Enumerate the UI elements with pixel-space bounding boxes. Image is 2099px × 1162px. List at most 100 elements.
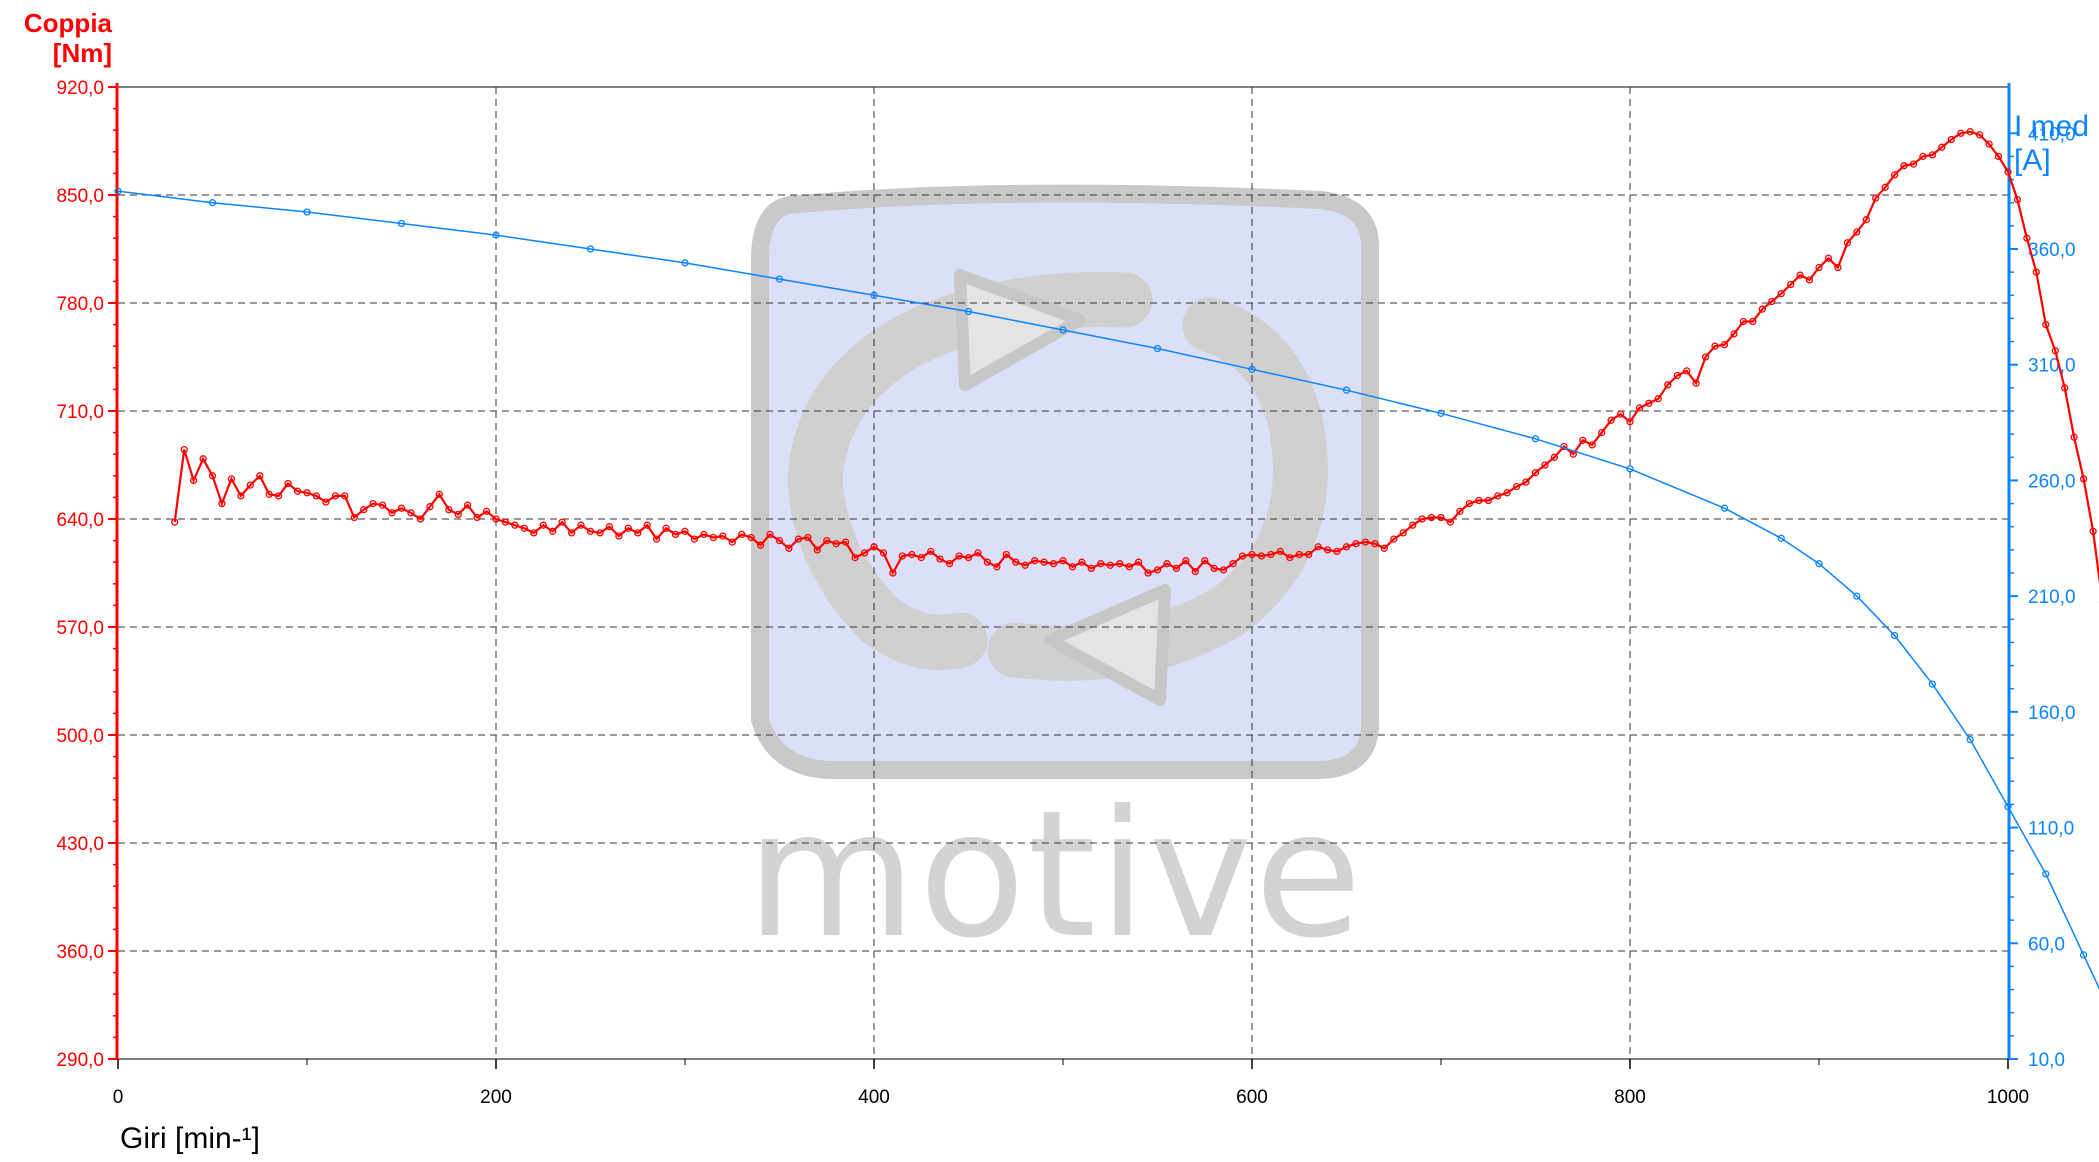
data-point-1 [1399,529,1407,537]
data-point-2 [964,307,973,316]
data-point-1 [1512,482,1521,491]
data-point-1 [1598,428,1606,437]
data-point-1 [256,472,264,480]
data-point-2 [870,291,878,299]
data-point-1 [265,490,273,498]
data-point-2 [775,275,784,283]
data-point-1 [1172,564,1181,573]
data-point-1 [1314,543,1322,551]
data-point-1 [2051,347,2059,355]
data-point-1 [974,549,982,557]
data-point-1 [1522,478,1530,486]
data-point-1 [284,479,292,488]
data-point-1 [1862,216,1870,224]
data-point-1 [1616,410,1625,418]
data-point-1 [1267,550,1275,559]
left-axis-tick-label: 290,0 [56,1050,104,1071]
data-point-1 [1352,540,1360,548]
data-point-1 [558,518,566,526]
right-axis-title-line2: [A] [2014,144,2051,177]
data-point-1 [1390,535,1398,543]
data-point-1 [1975,131,1984,139]
data-point-1 [1012,558,1020,566]
data-point-1 [690,535,699,543]
data-point-1 [1276,547,1284,556]
series-layer [114,128,2099,990]
data-point-1 [1437,513,1445,522]
data-point-2 [1777,534,1785,542]
data-point-1 [1342,543,1351,551]
data-point-1 [1248,550,1256,559]
data-point-1 [1938,143,1946,151]
data-point-1 [1229,560,1237,568]
data-point-1 [227,475,236,483]
x-axis-tick-label: 400 [858,1087,890,1108]
data-point-1 [1201,557,1209,565]
right-axis-tick-label: 10,0 [2028,1050,2065,1071]
data-point-1 [189,476,198,485]
data-point-1 [1191,567,1199,576]
data-point-1 [1031,557,1039,565]
data-point-2 [303,208,311,216]
data-point-1 [530,529,538,537]
data-point-1 [246,481,254,489]
x-axis-title: Giri [min-¹] [120,1122,260,1155]
data-point-2 [1928,680,1937,688]
data-point-1 [1418,515,1426,523]
data-point-2 [114,187,122,195]
data-point-1 [728,538,736,546]
data-point-1 [1635,404,1644,412]
data-point-1 [823,536,831,545]
x-axis-tick-label: 0 [113,1087,124,1108]
data-point-1 [1872,194,1880,202]
data-point-1 [652,535,661,543]
data-point-1 [1210,564,1218,573]
data-point-2 [208,199,217,207]
data-point-2 [2042,870,2050,878]
data-point-1 [1853,228,1861,236]
data-point-2 [2079,951,2088,959]
data-point-1 [303,489,311,497]
right-axis-tick-label: 310,0 [2028,356,2076,377]
watermark-text: motive [746,774,1364,977]
data-point-1 [605,523,614,531]
data-point-1 [1040,558,1048,566]
data-point-1 [851,553,859,562]
data-point-1 [1219,566,1228,574]
data-point-1 [2023,234,2031,242]
data-point-1 [567,529,576,537]
data-point-1 [1824,254,1833,262]
data-point-1 [1427,513,1436,522]
data-point-1 [983,558,992,566]
data-point-1 [1002,550,1010,559]
data-point-2 [1815,560,1823,568]
data-point-1 [634,529,642,537]
data-point-2 [492,231,500,239]
data-point-2 [1626,465,1634,473]
data-point-1 [927,547,935,556]
data-point-1 [738,530,746,539]
left-axis-title-line2: [Nm] [52,38,112,68]
data-point-1 [2070,433,2078,441]
data-point-1 [794,535,803,543]
data-point-1 [199,455,207,463]
series-line-2 [117,190,2099,990]
data-point-1 [1701,353,1710,361]
data-point-1 [1125,563,1133,571]
data-point-1 [1626,418,1634,426]
data-point-1 [1305,550,1313,559]
data-point-1 [1966,128,1974,136]
data-point-1 [1730,330,1738,338]
data-point-1 [1238,552,1247,560]
data-point-1 [1106,561,1114,569]
data-point-1 [841,538,850,546]
data-point-1 [719,532,727,540]
right-axis-title: I med [A] [2014,110,2089,178]
data-point-1 [1078,558,1086,566]
data-point-2 [1437,409,1445,417]
axes: 290,0 360,0 430,0 500,0 570,0 640,0 710,0 780,0… [56,78,2075,1108]
left-axis-tick-label: 710,0 [56,402,104,423]
data-point-1 [1607,416,1615,424]
left-axis-tick-label: 570,0 [56,618,104,639]
